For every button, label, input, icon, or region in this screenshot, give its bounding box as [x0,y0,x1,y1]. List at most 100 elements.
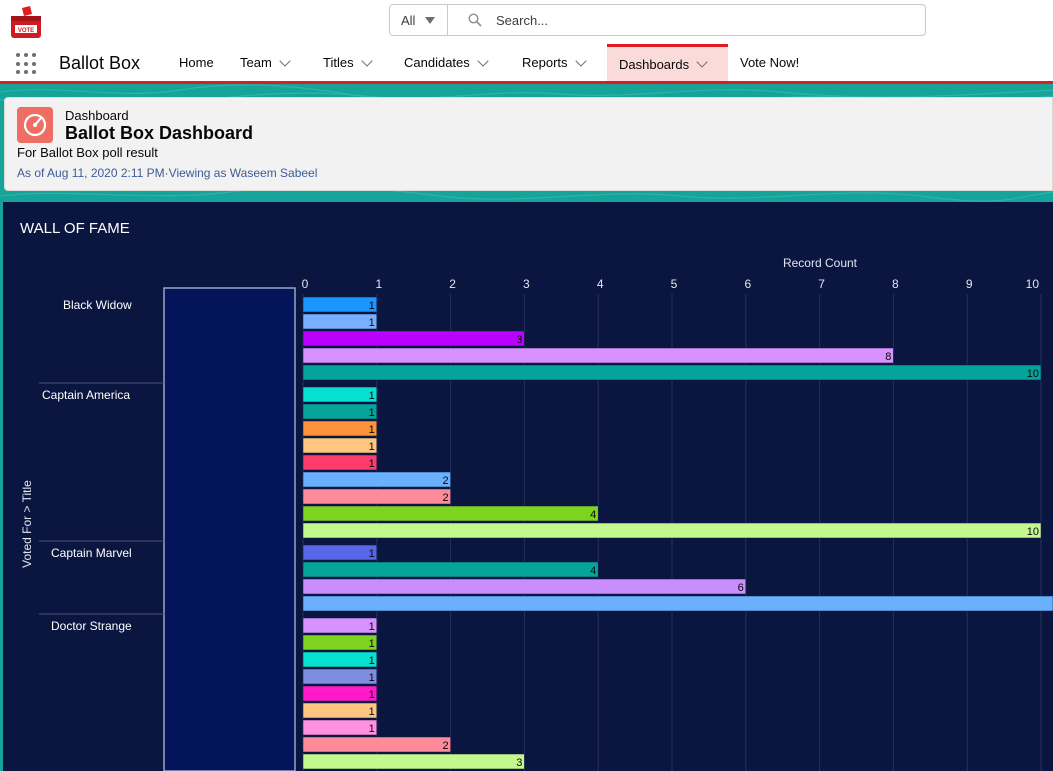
bar-value-label: 4 [590,565,596,577]
x-tick-label: 8 [892,277,899,291]
search-icon [468,13,482,27]
bar [302,719,378,736]
bar [302,544,378,561]
bar [302,364,1042,381]
nav-item-reports[interactable]: Reports [510,44,606,81]
bar-value-label: 1 [369,407,375,419]
nav-item-vote-now[interactable]: Vote Now! [728,44,818,81]
nav-item-label: Dashboards [619,56,690,72]
bar-value-label: 1 [369,390,375,402]
nav-item-label: Candidates [404,55,470,70]
x-tick-label: 2 [449,277,456,291]
title-column [163,287,296,771]
vote-box-logo[interactable]: VOTE [8,4,44,40]
x-tick-label: 10 [1026,277,1040,291]
bar-value-label: 2 [442,475,448,487]
group-label: Doctor Strange [51,619,132,633]
search-scope-label: All [401,12,416,28]
group-label: Captain America [42,388,130,402]
page-title: Ballot Box Dashboard [65,123,254,143]
wall-of-fame-chart: Record Count 0 1 2 3 4 5 6 7 8 9 10 Voted For > Titl… [20,256,1053,771]
bar-value-label: 1 [369,621,375,633]
bar-value-label: 2 [442,740,448,752]
dashboard-meta: As of Aug 11, 2020 2:11 PM·Viewing as Wa… [17,166,318,180]
bar [302,702,378,719]
bar-value-label: 1 [369,723,375,735]
nav-item-dashboards[interactable]: Dashboards [607,44,728,81]
bar [302,471,451,488]
bar [302,578,747,595]
app-navigation: Ballot Box Home Team Titles Candidates R… [0,44,1053,84]
bar-value-label: 1 [369,689,375,701]
dashboard-header: Dashboard Ballot Box Dashboard For Ballo… [4,97,1053,191]
bar-value-label: 4 [590,509,596,521]
bar-value-label: 8 [885,351,891,363]
dashboard-gauge-icon [17,107,53,143]
bar [302,488,451,505]
app-name: Ballot Box [59,53,141,73]
app-launcher-icon[interactable] [16,53,38,75]
x-tick-label: 3 [523,277,530,291]
bar [302,347,894,364]
bar [302,561,599,578]
search-input[interactable] [496,12,876,28]
x-tick-label: 6 [744,277,751,291]
nav-item-label: Reports [522,55,568,70]
bar [302,617,378,634]
x-tick-label: 5 [671,277,678,291]
nav-item-label: Vote Now! [740,55,800,70]
nav-item-team[interactable]: Team [228,44,312,81]
bar [302,330,525,347]
caret-down-icon [425,16,436,24]
bar-value-label: 1 [369,317,375,329]
bar-value-label: 1 [369,548,375,560]
bar [302,437,378,454]
dashboard-description: For Ballot Box poll result [17,145,158,160]
search-field [448,5,925,35]
chevron-down-icon[interactable] [279,54,291,67]
bar [302,454,378,471]
bar [302,420,378,437]
wall-of-fame-panel: WALL OF FAME Record Count 0 1 2 3 4 5 6 7 8 9 10 Vot… [3,202,1053,771]
chevron-down-icon[interactable] [696,56,708,68]
x-tick-label: 0 [302,277,309,291]
global-header: VOTE All [0,0,1053,44]
bar-value-label: 10 [1027,368,1039,380]
nav-item-home[interactable]: Home [167,44,229,81]
bar [302,403,378,420]
bar [302,505,599,522]
y-axis-title: Voted For > Title [20,480,34,568]
logo-text: VOTE [18,28,34,34]
bar [302,634,378,651]
bar-value-label: 2 [442,492,448,504]
nav-item-titles[interactable]: Titles [311,44,392,81]
bar-value-label: 3 [516,757,522,769]
bar [302,736,451,753]
search-scope-select[interactable]: All [390,5,448,35]
chevron-down-icon[interactable] [360,54,373,67]
group-label: Captain Marvel [51,546,132,560]
bar [302,313,378,330]
x-tick-label: 9 [966,277,973,291]
nav-item-label: Titles [323,55,354,70]
group-label: Black Widow [63,298,132,312]
bar-value-label: 1 [369,706,375,718]
nav-item-candidates[interactable]: Candidates [392,44,510,81]
bar [302,522,1042,539]
chevron-down-icon[interactable] [574,54,587,67]
bar-value-label: 1 [369,300,375,312]
bar [302,685,378,702]
nav-item-label: Home [179,55,214,70]
bar-value-label: 1 [369,638,375,650]
bar-value-label: 1 [369,458,375,470]
bar [302,595,1053,612]
x-tick-label: 4 [597,277,604,291]
global-search: All [389,4,926,36]
bar-value-label: 1 [369,655,375,667]
nav-item-label: Team [240,55,272,70]
chevron-down-icon[interactable] [477,54,489,67]
x-tick-label: 7 [818,277,825,291]
bar-value-label: 6 [738,582,744,594]
bar-value-label: 10 [1027,526,1039,538]
bar-value-label: 3 [516,334,522,346]
